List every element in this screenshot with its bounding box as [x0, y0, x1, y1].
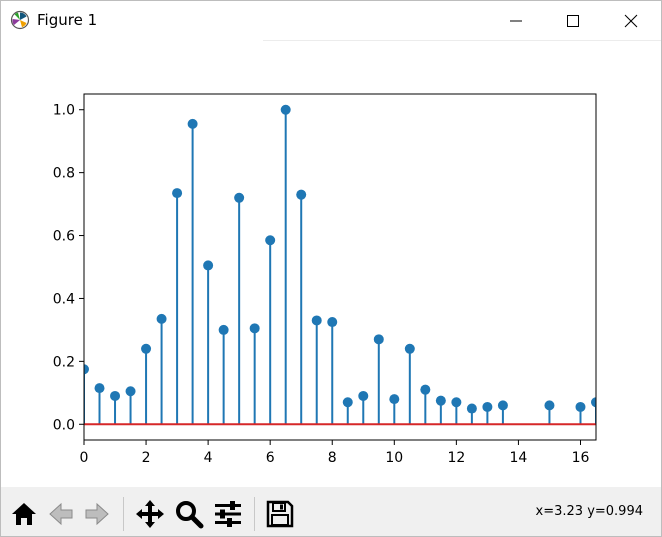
x-tick-label: 10: [385, 450, 403, 466]
stem-marker: [94, 383, 105, 394]
x-tick-label: 2: [142, 450, 151, 466]
floppy-disk-icon: [266, 500, 294, 528]
back-button[interactable]: [44, 497, 78, 531]
stem-marker: [265, 235, 276, 246]
toolbar-separator: [254, 497, 255, 531]
stem-marker: [187, 118, 198, 129]
save-button[interactable]: [263, 497, 297, 531]
forward-button[interactable]: [80, 497, 114, 531]
stem-marker: [141, 343, 152, 354]
stem-marker: [249, 323, 260, 334]
zoom-button[interactable]: [172, 497, 206, 531]
stem-marker: [156, 313, 167, 324]
x-tick-label: 14: [510, 450, 528, 466]
stem-marker: [497, 400, 508, 411]
arrow-left-icon: [49, 502, 73, 526]
home-icon: [12, 503, 36, 525]
home-button[interactable]: [7, 497, 41, 531]
x-tick-label: 12: [447, 450, 465, 466]
matplotlib-logo-icon: [10, 10, 30, 30]
stem-marker: [435, 395, 446, 406]
stem-marker: [203, 260, 214, 271]
stem-marker: [482, 401, 493, 412]
y-tick-label: 0.2: [53, 354, 75, 370]
stem-marker: [544, 400, 555, 411]
magnifier-icon: [176, 501, 204, 529]
stem-marker: [125, 386, 136, 397]
stem-marker: [420, 384, 431, 395]
y-tick-label: 0.0: [53, 417, 75, 433]
stem-marker: [234, 192, 245, 203]
navigation-toolbar: x=3.23 y=0.994: [1, 487, 661, 536]
pan-button[interactable]: [133, 497, 167, 531]
subplots-button[interactable]: [211, 497, 245, 531]
stem-lines: [84, 109, 596, 425]
stem-marker: [466, 403, 477, 414]
minimize-icon: [510, 20, 522, 21]
stem-marker: [84, 364, 89, 375]
title-separator: [263, 40, 661, 41]
stem-marker: [451, 397, 462, 408]
sliders-icon: [215, 501, 241, 527]
maximize-icon: [567, 14, 579, 27]
stem-marker: [218, 324, 229, 335]
stem-plot[interactable]: 0 2 4 6 8 10 12 14 16 0.0 0.2 0.4 0.6 0.8 1.0: [1, 41, 661, 487]
close-icon: [624, 14, 638, 27]
stem-markers: [84, 104, 596, 414]
axis-ticks: 0 2 4 6 8 10 12 14 16 0.0 0.2 0.4 0.6 0.8 1.0: [53, 103, 590, 466]
arrow-right-icon: [85, 502, 109, 526]
x-tick-label: 6: [266, 450, 275, 466]
window-title: Figure 1: [37, 11, 98, 29]
stem-marker: [358, 390, 369, 401]
stem-marker: [575, 401, 586, 412]
stem-marker: [373, 334, 384, 345]
y-tick-label: 0.6: [53, 229, 75, 245]
stem-marker: [404, 343, 415, 354]
x-tick-label: 4: [204, 450, 213, 466]
x-tick-label: 0: [80, 450, 89, 466]
stem-marker: [327, 317, 338, 328]
maximize-button[interactable]: [544, 1, 602, 40]
stem-marker: [311, 315, 322, 326]
stem-marker: [296, 189, 307, 200]
x-tick-label: 16: [572, 450, 590, 466]
cursor-coordinates: x=3.23 y=0.994: [535, 504, 643, 519]
toolbar-separator: [123, 497, 124, 531]
stem-marker: [172, 188, 183, 199]
stem-marker: [591, 397, 596, 408]
y-tick-label: 0.4: [53, 291, 75, 307]
y-tick-label: 0.8: [53, 166, 75, 182]
axes-frame: [83, 93, 597, 441]
move-icon: [136, 500, 164, 528]
figure-canvas[interactable]: 0 2 4 6 8 10 12 14 16 0.0 0.2 0.4 0.6 0.8 1.0: [1, 41, 661, 487]
x-tick-label: 8: [328, 450, 337, 466]
stem-marker: [389, 394, 400, 405]
stem-marker: [110, 390, 121, 401]
minimize-button[interactable]: [487, 1, 545, 40]
stem-marker: [280, 104, 291, 115]
stem-marker: [342, 397, 353, 408]
y-tick-label: 1.0: [53, 103, 75, 119]
title-bar[interactable]: Figure 1: [1, 1, 661, 40]
close-button[interactable]: [602, 1, 660, 40]
